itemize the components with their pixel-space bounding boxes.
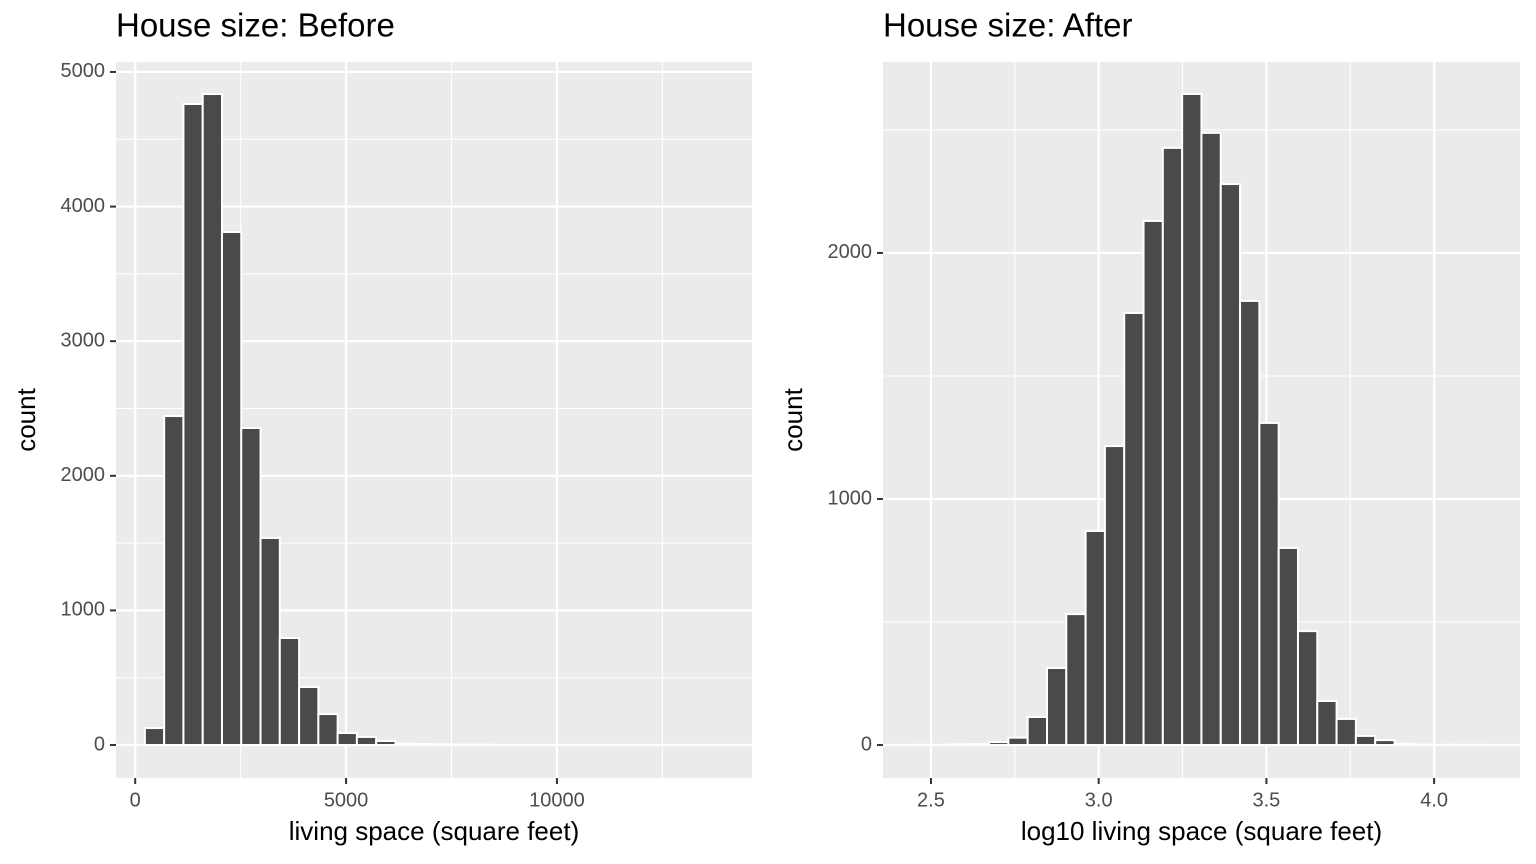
bar (1026, 715, 1048, 747)
y-axis-label: count (11, 387, 41, 451)
bar (1161, 146, 1184, 747)
bar (413, 742, 435, 747)
bar (240, 427, 262, 747)
x-tick-label: 4.0 (1420, 789, 1448, 811)
bar (355, 735, 378, 747)
y-tick-label: 2000 (61, 464, 106, 486)
y-tick-label: 0 (861, 733, 872, 755)
bar (1123, 311, 1145, 747)
bar (1374, 739, 1396, 747)
bar (1200, 131, 1222, 747)
bar (1335, 717, 1357, 747)
bar (278, 637, 301, 747)
chart-title: House size: Before (116, 7, 395, 44)
bar (375, 739, 397, 747)
x-tick-label: 3.5 (1253, 789, 1281, 811)
bar (1277, 546, 1299, 747)
bar (1142, 219, 1164, 747)
bar (1354, 734, 1377, 747)
bar (1296, 630, 1319, 747)
bar (433, 743, 455, 747)
x-tick-label: 3.0 (1085, 789, 1113, 811)
bar (336, 732, 358, 747)
bar (988, 741, 1010, 747)
x-tick-label: 10000 (529, 789, 585, 811)
bar (1045, 667, 1068, 747)
bar (201, 93, 223, 747)
x-axis-label: living space (square feet) (289, 816, 579, 846)
bar (220, 231, 243, 747)
bar (1181, 92, 1203, 747)
y-tick-label: 2000 (828, 241, 873, 263)
bar (949, 743, 971, 747)
bar (163, 415, 185, 747)
x-axis-label: log10 living space (square feet) (1021, 816, 1382, 846)
bar (1393, 742, 1415, 747)
bar (317, 713, 339, 747)
y-tick-label: 1000 (828, 487, 873, 509)
y-tick-label: 0 (94, 733, 105, 755)
bar (1258, 421, 1280, 747)
x-tick-label: 2.5 (917, 789, 945, 811)
y-tick-label: 1000 (61, 599, 106, 621)
bar (1103, 445, 1126, 747)
bar (182, 102, 204, 747)
bar (1219, 183, 1242, 747)
bar (1316, 699, 1338, 747)
y-axis-label: count (778, 387, 808, 451)
y-tick-label: 3000 (61, 329, 106, 351)
bar (1065, 613, 1087, 747)
bar (968, 743, 991, 747)
bar (394, 742, 416, 747)
bar (1239, 299, 1261, 747)
bar (143, 727, 166, 747)
x-tick-label: 0 (130, 789, 141, 811)
bar (259, 536, 281, 747)
y-tick-label: 5000 (61, 60, 106, 82)
bar (298, 686, 320, 747)
y-tick-label: 4000 (61, 195, 106, 217)
chart-title: House size: After (883, 7, 1132, 44)
bar (1007, 736, 1029, 747)
bar (1084, 529, 1106, 747)
x-tick-label: 5000 (324, 789, 369, 811)
